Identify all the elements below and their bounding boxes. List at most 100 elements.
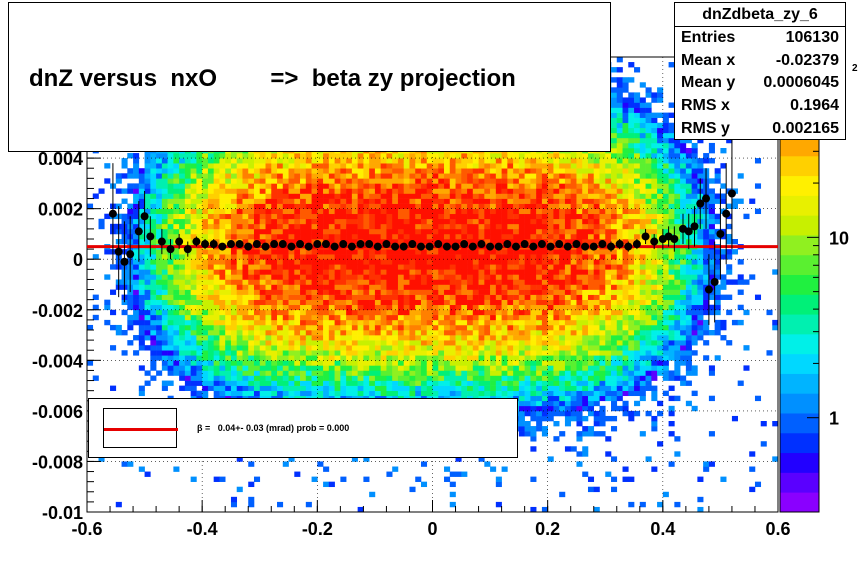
heatmap-cell bbox=[380, 330, 387, 336]
heatmap-cell bbox=[449, 168, 456, 174]
heatmap-cell bbox=[524, 203, 531, 209]
heatmap-cell bbox=[133, 168, 140, 174]
heatmap-cell bbox=[524, 259, 531, 265]
heatmap-cell bbox=[397, 259, 405, 265]
heatmap-cell bbox=[490, 163, 497, 169]
heatmap-cell bbox=[415, 355, 422, 361]
heatmap-cell bbox=[207, 365, 214, 371]
heatmap-cell bbox=[179, 309, 186, 316]
heatmap-cell bbox=[386, 360, 393, 366]
heatmap-cell bbox=[432, 375, 439, 381]
heatmap-cell bbox=[467, 330, 474, 336]
heatmap-cell bbox=[300, 304, 307, 311]
heatmap-cell bbox=[513, 340, 520, 346]
heatmap-cell bbox=[202, 370, 209, 376]
heatmap-cell bbox=[173, 259, 180, 265]
heatmap-cell bbox=[173, 365, 180, 371]
heatmap-cell bbox=[455, 274, 462, 280]
heatmap-cell bbox=[230, 163, 238, 169]
heatmap-cell bbox=[179, 203, 186, 209]
heatmap-cell bbox=[265, 370, 272, 376]
heatmap-cell bbox=[127, 173, 134, 179]
heatmap-cell bbox=[484, 350, 491, 356]
heatmap-cell bbox=[259, 324, 266, 331]
heatmap-cell bbox=[277, 304, 284, 311]
heatmap-cell bbox=[328, 274, 335, 280]
heatmap-cell bbox=[253, 259, 261, 265]
heatmap-cell bbox=[230, 264, 238, 270]
heatmap-cell bbox=[392, 198, 399, 204]
heatmap-cell bbox=[271, 284, 278, 290]
heatmap-cell bbox=[495, 360, 502, 366]
heatmap-cell bbox=[277, 279, 284, 285]
heatmap-cell bbox=[467, 228, 474, 235]
heatmap-cell bbox=[277, 335, 284, 341]
heatmap-cell bbox=[449, 193, 456, 199]
heatmap-cell bbox=[490, 183, 497, 189]
heatmap-cell bbox=[173, 208, 180, 215]
heatmap-cell bbox=[518, 183, 525, 189]
heatmap-cell bbox=[369, 324, 376, 331]
heatmap-cell bbox=[363, 269, 370, 275]
heatmap-cell bbox=[426, 360, 433, 366]
heatmap-cell bbox=[438, 233, 445, 240]
heatmap-cell bbox=[346, 340, 353, 346]
heatmap-cell bbox=[317, 380, 324, 386]
heatmap-cell bbox=[317, 218, 324, 225]
heatmap-cell bbox=[392, 203, 399, 209]
heatmap-cell bbox=[501, 319, 508, 326]
heatmap-cell bbox=[305, 254, 312, 260]
heatmap-cell bbox=[397, 203, 405, 209]
heatmap-cell bbox=[236, 213, 243, 220]
heatmap-cell bbox=[150, 183, 157, 189]
heatmap-cell bbox=[501, 228, 508, 235]
heatmap-cell bbox=[323, 314, 330, 321]
heatmap-cell bbox=[328, 168, 335, 174]
heatmap-cell bbox=[357, 178, 364, 184]
heatmap-cell bbox=[392, 158, 399, 164]
heatmap-cell bbox=[110, 309, 117, 316]
heatmap-cell bbox=[242, 249, 249, 255]
heatmap-cell bbox=[225, 390, 232, 397]
heatmap-cell bbox=[144, 168, 151, 174]
heatmap-cell bbox=[259, 213, 266, 220]
heatmap-cell bbox=[403, 335, 410, 341]
heatmap-cell bbox=[300, 228, 307, 235]
heatmap-cell bbox=[472, 193, 479, 199]
heatmap-cell bbox=[190, 340, 197, 346]
heatmap-cell bbox=[173, 309, 180, 316]
heatmap-cell bbox=[328, 239, 335, 245]
heatmap-cell bbox=[409, 254, 416, 260]
heatmap-cell bbox=[530, 309, 537, 316]
heatmap-cell bbox=[524, 330, 531, 336]
heatmap-cell bbox=[449, 330, 456, 336]
heatmap-cell bbox=[121, 213, 128, 220]
heatmap-cell bbox=[467, 304, 474, 311]
heatmap-cell bbox=[363, 304, 370, 311]
heatmap-cell bbox=[397, 178, 405, 184]
heatmap-cell bbox=[484, 390, 491, 397]
heatmap-cell bbox=[230, 168, 238, 174]
heatmap-cell bbox=[501, 390, 508, 397]
heatmap-cell bbox=[426, 178, 433, 184]
heatmap-cell bbox=[386, 335, 393, 341]
heatmap-cell bbox=[219, 345, 226, 351]
heatmap-cell bbox=[426, 304, 433, 311]
heatmap-cell bbox=[357, 350, 364, 356]
heatmap-cell bbox=[300, 153, 307, 159]
heatmap-cell bbox=[346, 319, 353, 326]
heatmap-cell bbox=[265, 330, 272, 336]
heatmap-cell bbox=[478, 319, 485, 326]
heatmap-cell bbox=[173, 360, 180, 366]
heatmap-cell bbox=[202, 299, 209, 306]
heatmap-cell bbox=[277, 168, 284, 174]
heatmap-cell bbox=[369, 233, 376, 240]
heatmap-cell bbox=[196, 390, 203, 397]
heatmap-cell bbox=[530, 395, 537, 402]
heatmap-cell bbox=[213, 259, 220, 265]
heatmap-cell bbox=[317, 163, 324, 169]
heatmap-cell bbox=[288, 340, 295, 346]
heatmap-cell bbox=[472, 335, 479, 341]
heatmap-cell bbox=[490, 385, 497, 391]
heatmap-cell bbox=[392, 289, 399, 295]
